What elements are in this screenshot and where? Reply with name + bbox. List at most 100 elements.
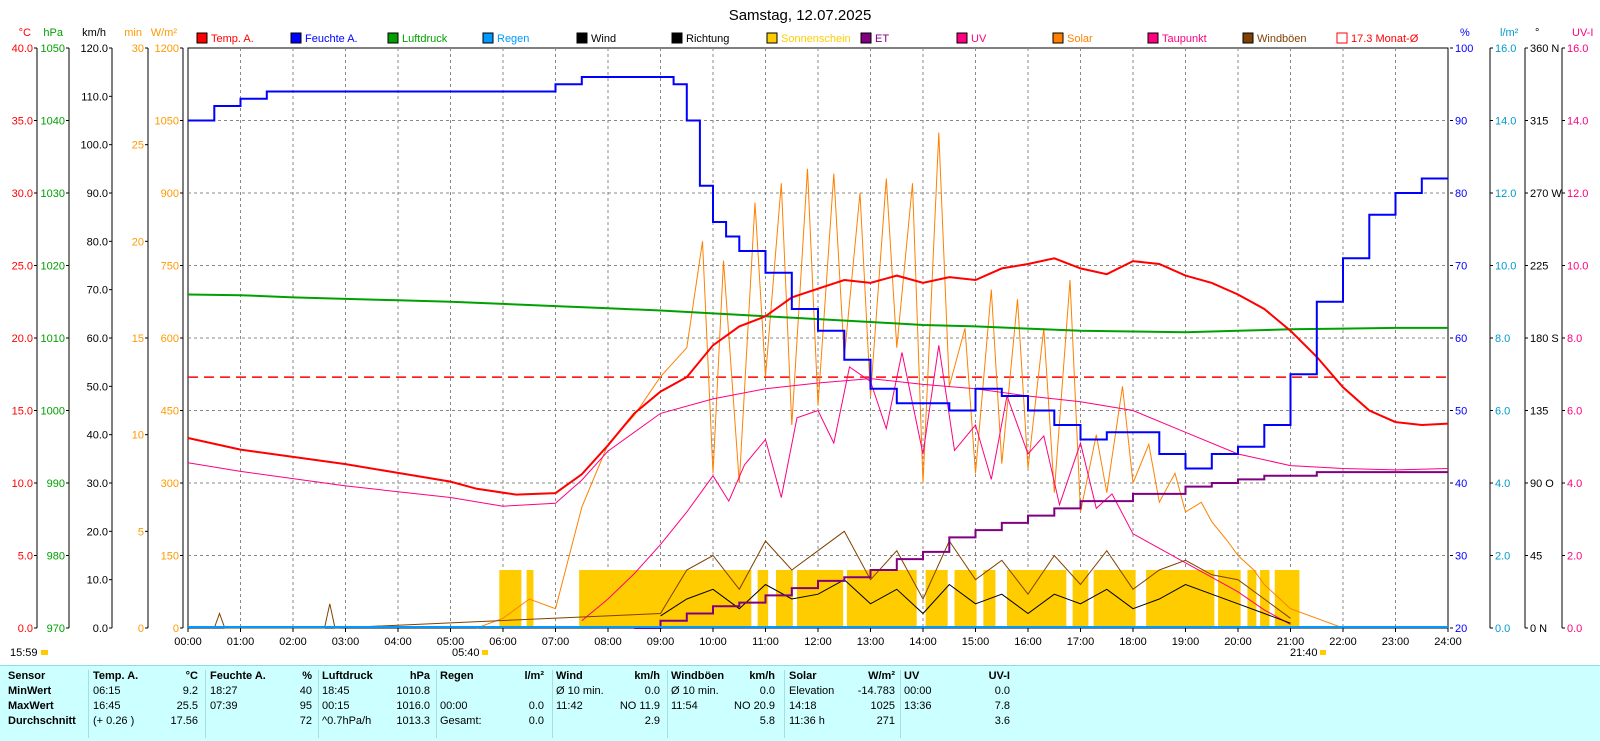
legend-label: Feuchte A. <box>305 33 358 45</box>
right-axes: % 100 90 80 70 60 50 40 30 20 l/m² 16.0 14.0 12.0 10.0… <box>1450 27 1593 635</box>
sunshine-bar <box>757 570 769 628</box>
legend-label: Taupunkt <box>1162 33 1207 45</box>
axis-tick-label: 90 <box>1455 116 1467 128</box>
left-axes: °C 40.0 35.0 30.0 25.0 20.0 15.0 10.0 5.0 0.0 hPa 1… <box>12 27 184 635</box>
axis-tick-label: 12.0 <box>1495 188 1516 200</box>
legend-swatch <box>1052 32 1064 44</box>
uv-line <box>581 345 1291 625</box>
stats-header-unit: % <box>302 670 312 682</box>
stats-cell-value: 0.0 <box>759 685 775 697</box>
axis-tick-label: 40.0 <box>12 43 33 55</box>
series-lines <box>187 76 1449 629</box>
x-tick-label: 21:00 <box>1277 636 1305 648</box>
stats-cell-value: 72 <box>299 715 312 727</box>
sunshine-bar <box>1218 570 1241 628</box>
x-tick-label: 22:00 <box>1329 636 1357 648</box>
stats-row-label: MaxWert <box>8 700 54 712</box>
stats-header-unit: km/h <box>634 670 660 682</box>
stats-header-unit: l/m² <box>524 670 544 682</box>
grid <box>188 48 1448 628</box>
axis-tick-label: 14.0 <box>1567 116 1588 128</box>
legend-swatch <box>671 32 683 44</box>
axis-tick-label: 16.0 <box>1567 43 1588 55</box>
stats-cell-time: 18:27 <box>210 685 238 697</box>
x-tick-label: 18:00 <box>1119 636 1147 648</box>
stats-divider <box>900 670 901 738</box>
axis-tick-label: 300 <box>161 478 179 490</box>
axis-tick-label: 225 <box>1530 261 1548 273</box>
axis-tick-label: 900 <box>161 188 179 200</box>
x-tick-label: 12:00 <box>804 636 832 648</box>
stats-cell-time: (+ 0.26 ) <box>93 715 135 727</box>
stats-header: Feuchte A. <box>210 670 266 682</box>
axis-tick-label: 6.0 <box>1567 406 1582 418</box>
axis-tick-label: 30.0 <box>12 188 33 200</box>
current-time-marker <box>41 650 48 655</box>
stats-cell-value: 1016.0 <box>396 700 430 712</box>
stats-cell-time: 06:15 <box>93 685 121 697</box>
axis-tick-label: 15.0 <box>12 406 33 418</box>
legend-swatch <box>1336 32 1348 44</box>
x-tick-label: 00:00 <box>174 636 202 648</box>
stats-cell-time: 00:00 <box>904 685 932 697</box>
stats-cell-value: NO 20.9 <box>734 700 775 712</box>
legend-swatch <box>956 32 968 44</box>
legend-swatch <box>482 32 494 44</box>
axis-tick-label: 2.0 <box>1567 551 1582 563</box>
axis-tick-label: 10.0 <box>87 575 108 587</box>
x-tick-label: 07:00 <box>542 636 570 648</box>
axis-tick-label: 14.0 <box>1495 116 1516 128</box>
x-tick-label: 02:00 <box>279 636 307 648</box>
axis-tick-label: 10.0 <box>12 478 33 490</box>
legend-label: Windböen <box>1257 33 1307 45</box>
stats-cell-value: 1013.3 <box>396 715 430 727</box>
sunset-marker <box>1320 650 1326 655</box>
x-tick-label: 23:00 <box>1382 636 1410 648</box>
axis-tick-label: 60 <box>1455 333 1467 345</box>
stats-header-unit: UV-I <box>988 670 1010 682</box>
stats-cell-time: 07:39 <box>210 700 238 712</box>
axis-tick-label: 1010 <box>41 333 65 345</box>
axis-tick-label: 70.0 <box>87 285 108 297</box>
stats-cell-value: 9.2 <box>182 685 198 697</box>
axis-tick-label: 8.0 <box>1567 333 1582 345</box>
axis-tick-label: 180 S <box>1530 333 1559 345</box>
axis-tick-label: 1040 <box>41 116 65 128</box>
x-tick-label: 13:00 <box>857 636 885 648</box>
x-tick-label: 20:00 <box>1224 636 1252 648</box>
stats-cell-time: 11:36 h <box>789 715 825 727</box>
stats-cell-time: Elevation <box>789 685 835 697</box>
axis-tick-label: 970 <box>47 623 65 635</box>
axis-tick-label: 80.0 <box>87 236 108 248</box>
stats-cell-value: 25.5 <box>176 700 198 712</box>
sunshine-bar <box>846 570 917 628</box>
stats-cell-time: 18:45 <box>322 685 350 697</box>
axis-tick-label: 1200 <box>155 43 179 55</box>
x-tick-label: 14:00 <box>909 636 937 648</box>
legend-label: Solar <box>1067 33 1093 45</box>
stats-header: Regen <box>440 670 474 682</box>
axis-tick-label: 980 <box>47 551 65 563</box>
axis-tick-label: 0.0 <box>1567 623 1582 635</box>
stats-cell-value: 1010.8 <box>396 685 430 697</box>
sunshine-bar <box>1274 570 1300 628</box>
stats-cell-time: 00:00 <box>440 700 468 712</box>
axis-tick-label: 0 <box>138 623 144 635</box>
axis-unit: km/h <box>82 27 106 39</box>
axis-unit: ° <box>1535 27 1539 39</box>
axis-unit: UV-I <box>1572 27 1593 39</box>
axis-tick-label: 40.0 <box>87 430 108 442</box>
stats-header-unit: hPa <box>409 670 430 682</box>
axis-tick-label: 150 <box>161 551 179 563</box>
axis-tick-label: 750 <box>161 261 179 273</box>
axis-tick-label: 10.0 <box>1567 261 1588 273</box>
axis-tick-label: 35.0 <box>12 116 33 128</box>
stats-divider <box>88 670 89 738</box>
axis-tick-label: 1020 <box>41 261 65 273</box>
stats-header: Luftdruck <box>322 670 373 682</box>
axis-tick-label: 6.0 <box>1495 406 1510 418</box>
et-line <box>634 471 1448 629</box>
stats-cell-value: 0.0 <box>994 685 1010 697</box>
x-tick-label: 08:00 <box>594 636 622 648</box>
axis-tick-label: 60.0 <box>87 333 108 345</box>
